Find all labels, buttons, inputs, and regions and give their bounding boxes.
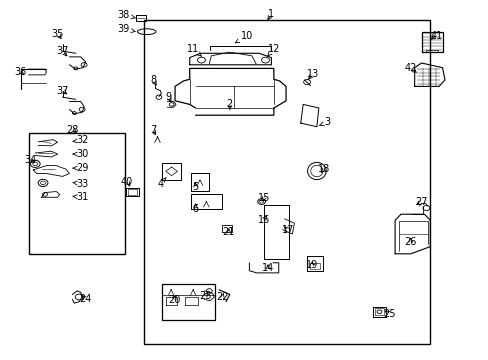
Text: 8: 8 xyxy=(150,75,156,85)
Bar xyxy=(29,133,124,254)
Text: 26: 26 xyxy=(404,237,416,247)
Text: 42: 42 xyxy=(404,63,416,73)
Text: 12: 12 xyxy=(267,44,280,57)
Text: 2: 2 xyxy=(226,99,232,109)
Text: 14: 14 xyxy=(261,263,274,273)
Text: 24: 24 xyxy=(79,294,92,304)
Text: 35: 35 xyxy=(51,29,64,39)
Text: 6: 6 xyxy=(192,204,198,214)
Text: 16: 16 xyxy=(257,215,270,225)
Text: 30: 30 xyxy=(73,149,88,159)
Text: 38: 38 xyxy=(117,10,135,20)
Text: 9: 9 xyxy=(165,92,171,102)
Text: 7: 7 xyxy=(150,125,156,135)
Text: 22: 22 xyxy=(216,292,228,302)
Text: 4: 4 xyxy=(157,177,166,189)
Text: 37: 37 xyxy=(56,86,69,96)
Text: 39: 39 xyxy=(117,24,135,34)
Text: 19: 19 xyxy=(305,260,318,270)
Text: 31: 31 xyxy=(73,192,88,202)
Text: 5: 5 xyxy=(192,182,198,192)
Text: 28: 28 xyxy=(66,125,79,135)
Text: 25: 25 xyxy=(382,309,395,319)
Text: 36: 36 xyxy=(14,67,27,77)
Text: 21: 21 xyxy=(222,227,235,237)
Text: 13: 13 xyxy=(306,69,319,79)
Text: 11: 11 xyxy=(186,44,201,57)
Text: 23: 23 xyxy=(199,291,211,301)
Text: 3: 3 xyxy=(319,117,330,127)
Text: 40: 40 xyxy=(121,177,133,187)
Bar xyxy=(144,20,429,344)
Text: 1: 1 xyxy=(267,9,274,20)
Text: 20: 20 xyxy=(167,294,180,305)
Text: 10: 10 xyxy=(235,31,253,43)
Text: 37: 37 xyxy=(56,46,69,56)
Text: 29: 29 xyxy=(73,163,88,173)
Text: 33: 33 xyxy=(73,179,88,189)
Text: 18: 18 xyxy=(317,164,329,174)
Text: 34: 34 xyxy=(24,155,37,165)
Text: 27: 27 xyxy=(414,197,427,207)
Text: 15: 15 xyxy=(257,193,270,203)
Text: 41: 41 xyxy=(429,31,442,41)
Text: 17: 17 xyxy=(282,225,294,235)
Text: 32: 32 xyxy=(73,135,88,145)
